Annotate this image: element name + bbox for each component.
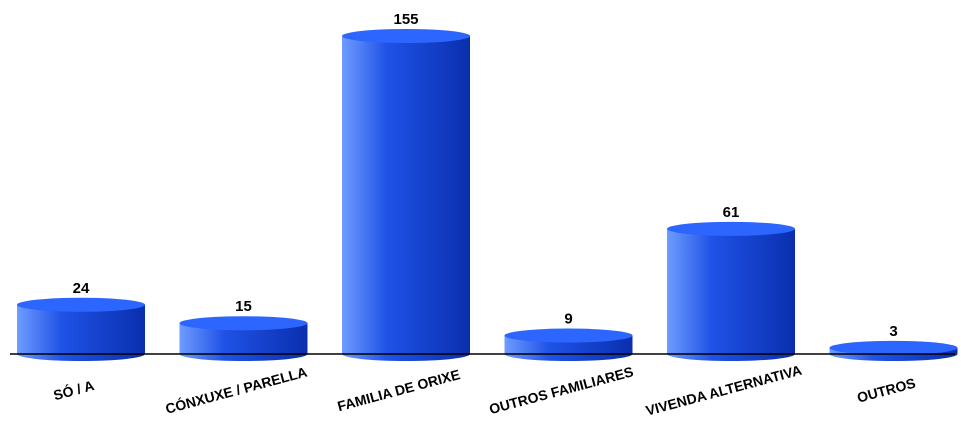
bar-top-2 (342, 29, 470, 43)
bar-0 (17, 304, 145, 361)
labels-layer: 24 SÓ / A 15 CÓNXUXE / PARELLA 155 FAMILIA DE… (51, 11, 917, 419)
bar-4 (667, 228, 795, 361)
category-label-5: OUTROS (855, 375, 917, 406)
category-label-3: OUTROS FAMILIARES (487, 363, 635, 417)
category-label-4: VIVENDA ALTERNATIVA (644, 362, 803, 419)
value-label-1: 15 (235, 298, 252, 315)
bar-top-1 (179, 316, 308, 331)
value-label-2: 155 (393, 11, 418, 28)
value-label-0: 24 (73, 280, 90, 297)
bar-top-5 (829, 340, 958, 355)
bar-top-3 (504, 328, 633, 343)
category-label-2: FAMILIA DE ORIXE (336, 366, 462, 414)
value-label-5: 3 (889, 323, 897, 340)
bar-top-0 (17, 297, 145, 312)
value-label-4: 61 (723, 204, 740, 221)
category-label-1: CÓNXUXE / PARELLA (163, 363, 308, 417)
bar-top-4 (667, 221, 795, 236)
bar-2 (342, 36, 470, 361)
value-label-3: 9 (564, 311, 572, 328)
bars-layer (17, 29, 958, 361)
category-label-0: SÓ / A (51, 376, 95, 403)
bar-1 (179, 323, 308, 361)
